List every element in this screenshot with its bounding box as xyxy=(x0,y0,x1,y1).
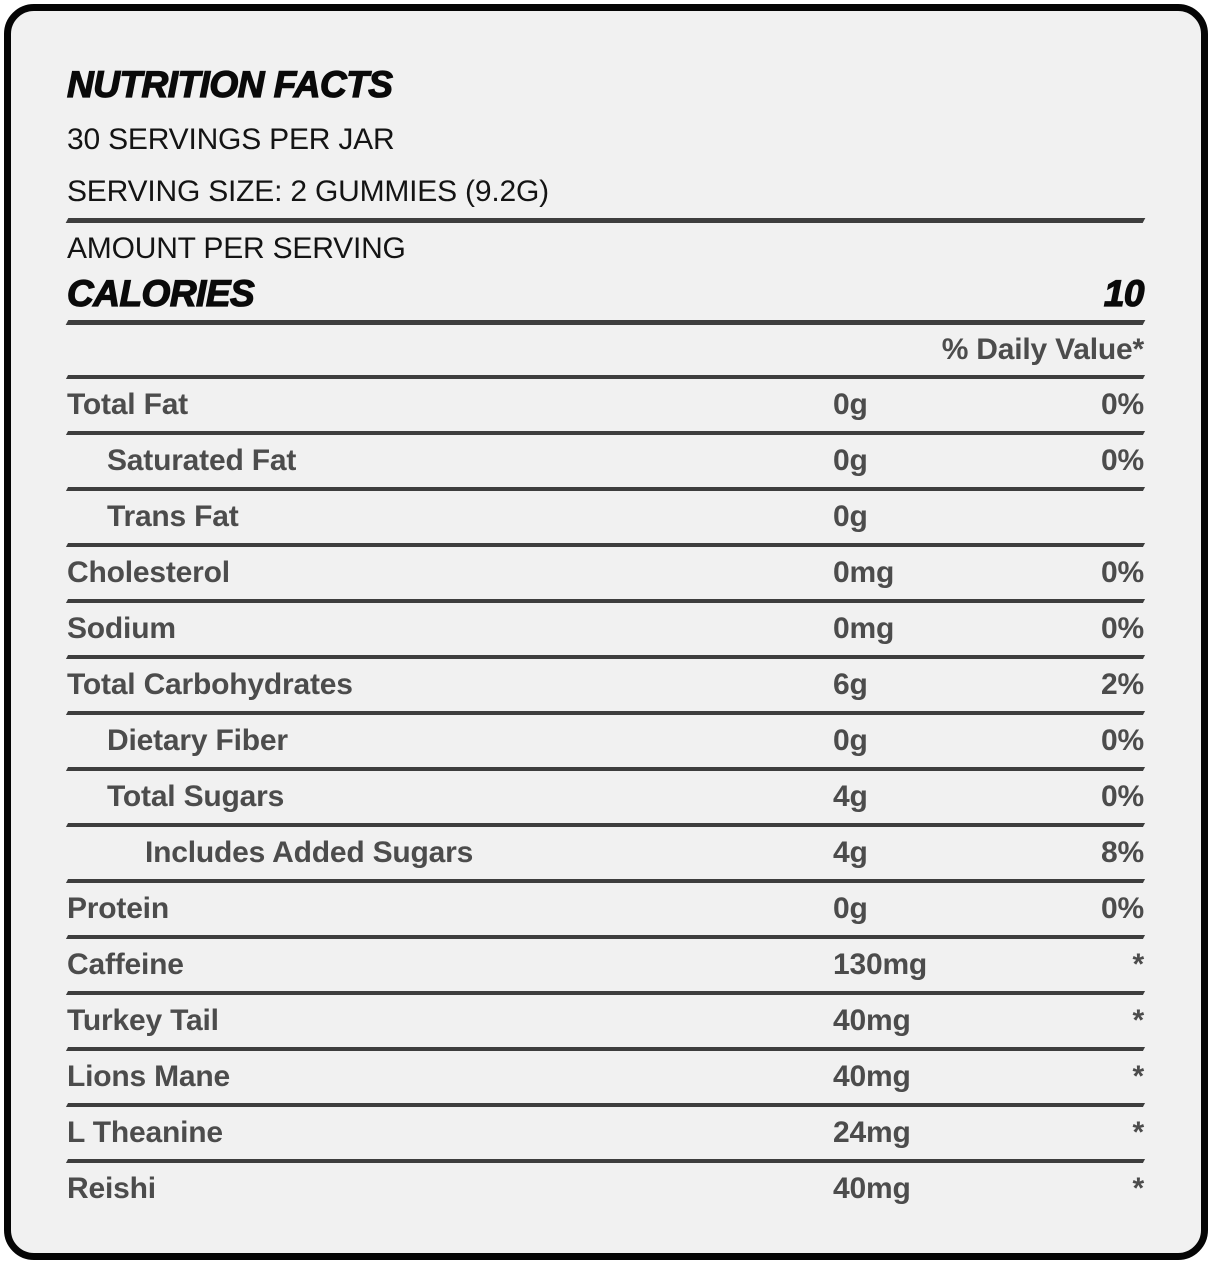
nutrient-label: Protein xyxy=(67,892,169,925)
nutrient-daily-value: * xyxy=(1132,1172,1145,1205)
divider xyxy=(65,218,1146,223)
nutrient-label: Total Sugars xyxy=(107,780,285,813)
nutrient-daily-value: 0% xyxy=(1101,612,1144,645)
nutrient-row-turkey-tail: Turkey Tail 40mg * xyxy=(67,995,1144,1047)
nutrient-row-sodium: Sodium 0mg 0% xyxy=(67,603,1144,655)
nutrient-daily-value: 0% xyxy=(1101,892,1144,925)
nutrient-daily-value: 0% xyxy=(1101,780,1144,813)
nutrient-label: Trans Fat xyxy=(107,500,239,533)
nutrient-label: Caffeine xyxy=(67,948,184,981)
nutrient-row-dietary-fiber: Dietary Fiber 0g 0% xyxy=(67,715,1144,767)
serving-size: SERVING SIZE: 2 GUMMIES (9.2G) xyxy=(67,175,549,208)
nutrient-amount: 130mg xyxy=(833,948,928,981)
nutrient-label: Dietary Fiber xyxy=(107,724,288,757)
servings-per-jar: 30 SERVINGS PER JAR xyxy=(67,123,395,156)
nutrient-label: Cholesterol xyxy=(67,556,230,589)
nutrient-row-l-theanine: L Theanine 24mg * xyxy=(67,1107,1144,1159)
label-card: NUTRITION FACTS 30 SERVINGS PER JAR SERV… xyxy=(4,4,1208,1260)
nutrient-amount: 0mg xyxy=(833,612,895,645)
nutrient-amount: 0g xyxy=(833,724,868,757)
daily-value-header: % Daily Value* xyxy=(941,332,1145,366)
nutrient-daily-value: * xyxy=(1132,1116,1145,1149)
nutrient-daily-value: 0% xyxy=(1101,724,1144,757)
nutrient-amount: 0mg xyxy=(833,556,895,589)
nutrient-row-caffeine: Caffeine 130mg * xyxy=(67,939,1144,991)
nutrient-label: Includes Added Sugars xyxy=(145,836,474,869)
nutrient-label: Reishi xyxy=(67,1172,156,1205)
amount-per-serving: AMOUNT PER SERVING xyxy=(67,232,406,265)
nutrient-daily-value: * xyxy=(1132,1004,1145,1037)
nutrient-table: Total Fat 0g 0% Saturated Fat 0g 0% Tran… xyxy=(65,375,1146,1215)
daily-value-header-row: % Daily Value* xyxy=(67,324,1145,375)
nutrient-amount: 4g xyxy=(833,836,868,869)
nutrient-row-saturated-fat: Saturated Fat 0g 0% xyxy=(67,435,1144,487)
nutrient-amount: 40mg xyxy=(833,1172,911,1205)
nutrient-amount: 0g xyxy=(833,388,868,421)
nutrient-amount: 24mg xyxy=(833,1116,911,1149)
nutrient-daily-value: * xyxy=(1132,1060,1145,1093)
label-title: NUTRITION FACTS xyxy=(66,64,393,106)
nutrient-amount: 0g xyxy=(833,500,868,533)
nutrient-row-added-sugars: Includes Added Sugars 4g 8% xyxy=(67,827,1144,879)
nutrient-row-trans-fat: Trans Fat 0g xyxy=(67,491,1144,543)
nutrient-daily-value: * xyxy=(1132,948,1145,981)
nutrient-row-reishi: Reishi 40mg * xyxy=(67,1163,1144,1215)
calories-row: CALORIES 10 xyxy=(66,272,1145,315)
nutrient-row-total-sugars: Total Sugars 4g 0% xyxy=(67,771,1144,823)
nutrient-label: Sodium xyxy=(67,612,176,645)
nutrient-label: Total Fat xyxy=(67,388,188,421)
nutrient-amount: 0g xyxy=(833,444,868,477)
nutrient-row-total-fat: Total Fat 0g 0% xyxy=(67,379,1144,431)
nutrient-label: Saturated Fat xyxy=(107,444,297,477)
nutrient-amount: 4g xyxy=(833,780,868,813)
nutrient-daily-value: 8% xyxy=(1101,836,1144,869)
nutrient-row-total-carbohydrates: Total Carbohydrates 6g 2% xyxy=(67,659,1144,711)
calories-value: 10 xyxy=(1103,272,1145,314)
nutrient-daily-value: 0% xyxy=(1101,388,1144,421)
nutrient-row-protein: Protein 0g 0% xyxy=(67,883,1144,935)
nutrient-label: Total Carbohydrates xyxy=(67,668,353,701)
nutrient-amount: 40mg xyxy=(833,1004,911,1037)
calories-label: CALORIES xyxy=(66,272,255,314)
nutrient-daily-value: 0% xyxy=(1101,444,1144,477)
nutrient-row-cholesterol: Cholesterol 0mg 0% xyxy=(67,547,1144,599)
label-content: NUTRITION FACTS 30 SERVINGS PER JAR SERV… xyxy=(65,11,1146,1253)
nutrient-row-lions-mane: Lions Mane 40mg * xyxy=(67,1051,1144,1103)
nutrient-label: L Theanine xyxy=(67,1116,223,1149)
nutrient-label: Lions Mane xyxy=(67,1060,231,1093)
nutrient-daily-value: 0% xyxy=(1101,556,1144,589)
nutrient-amount: 40mg xyxy=(833,1060,911,1093)
nutrient-daily-value: 2% xyxy=(1101,668,1144,701)
nutrient-amount: 6g xyxy=(833,668,868,701)
nutrient-label: Turkey Tail xyxy=(67,1004,219,1037)
nutrient-amount: 0g xyxy=(833,892,868,925)
